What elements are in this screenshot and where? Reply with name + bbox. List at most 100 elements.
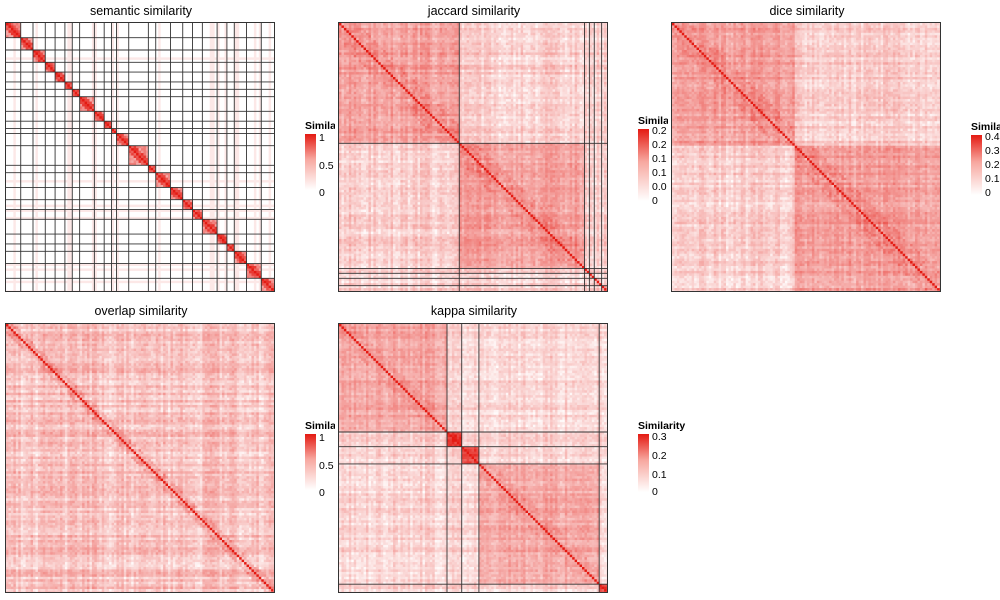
heatmap-cell: [256, 114, 259, 117]
heatmap-cell: [85, 102, 88, 105]
heatmap-cell: [207, 65, 210, 68]
heatmap-cell: [89, 30, 92, 33]
heatmap-cell: [205, 106, 208, 109]
heatmap-cell: [136, 40, 139, 43]
heatmap-cell: [251, 45, 254, 48]
heatmap-cell: [131, 116, 134, 119]
heatmap-cell: [23, 25, 26, 28]
heatmap-cell: [26, 114, 29, 117]
heatmap-cell: [178, 33, 181, 36]
heatmap-cell: [161, 25, 164, 28]
heatmap-cell: [264, 99, 267, 102]
heatmap-cell: [207, 28, 210, 31]
heatmap-cell: [136, 43, 139, 46]
heatmap-cell: [151, 124, 154, 127]
heatmap-cell: [264, 45, 267, 48]
heatmap-cell: [207, 92, 210, 95]
heatmap-cell: [188, 45, 191, 48]
heatmap-cell: [242, 33, 245, 36]
heatmap-cell: [264, 84, 267, 87]
heatmap-cell: [271, 30, 274, 33]
heatmap-cell: [97, 57, 100, 60]
semantic-similarity-heatmap: [5, 22, 275, 292]
heatmap-cell: [131, 65, 134, 68]
heatmap-cell: [269, 104, 272, 107]
heatmap-cell: [161, 124, 164, 127]
heatmap-cell: [195, 25, 198, 28]
heatmap-cell: [97, 104, 100, 107]
heatmap-cell: [254, 33, 257, 36]
heatmap-cell: [28, 106, 31, 109]
heatmap-cell: [188, 75, 191, 78]
heatmap-cell: [40, 75, 43, 78]
heatmap-cell: [38, 84, 41, 87]
heatmap-cell: [229, 23, 232, 26]
heatmap-cell: [11, 114, 14, 117]
heatmap-cell: [23, 99, 26, 102]
heatmap-cell: [124, 65, 127, 68]
heatmap-cell: [251, 104, 254, 107]
heatmap-cell: [212, 104, 215, 107]
heatmap-cell: [212, 84, 215, 87]
heatmap-cell: [40, 124, 43, 127]
heatmap-cell: [195, 55, 198, 58]
heatmap-cell: [35, 33, 38, 36]
heatmap-cell: [139, 28, 142, 31]
heatmap-cell: [16, 99, 19, 102]
heatmap-cell: [50, 102, 53, 105]
heatmap-cell: [48, 25, 51, 28]
heatmap-cell: [87, 43, 90, 46]
heatmap-cell: [220, 99, 223, 102]
heatmap-cell: [158, 99, 161, 102]
heatmap-cell: [40, 33, 43, 36]
heatmap-cell: [173, 30, 176, 33]
heatmap-cell: [67, 116, 70, 119]
heatmap-cell: [35, 84, 38, 87]
heatmap-cell: [48, 104, 51, 107]
heatmap-cell: [87, 99, 90, 102]
heatmap-cell: [48, 92, 51, 95]
heatmap-cell: [269, 102, 272, 105]
heatmap-cell: [239, 106, 242, 109]
heatmap-cell: [99, 52, 102, 55]
heatmap-cell: [256, 77, 259, 80]
heatmap-cell: [237, 99, 240, 102]
heatmap-cell: [48, 102, 51, 105]
heatmap-cell: [131, 84, 134, 87]
heatmap-cell: [136, 65, 139, 68]
heatmap-cell: [134, 23, 137, 26]
heatmap-cell: [210, 77, 213, 80]
heatmap-cell: [26, 116, 29, 119]
heatmap-cell: [212, 65, 215, 68]
heatmap-cell: [48, 55, 51, 58]
heatmap-cell: [271, 106, 274, 109]
heatmap-cell: [185, 77, 188, 80]
heatmap-cell: [185, 102, 188, 105]
heatmap-cell: [75, 57, 78, 60]
heatmap-cell: [38, 25, 41, 28]
heatmap-cell: [229, 28, 232, 31]
heatmap-cell: [50, 75, 53, 78]
heatmap-cell: [256, 99, 259, 102]
heatmap-cell: [89, 25, 92, 28]
heatmap-cell: [87, 45, 90, 48]
heatmap-cell: [85, 65, 88, 68]
heatmap-cell: [119, 55, 122, 58]
heatmap-cell: [274, 99, 275, 102]
heatmap-cell: [188, 57, 191, 60]
heatmap-cell: [60, 45, 63, 48]
heatmap-cell: [11, 102, 14, 105]
heatmap-cell: [75, 102, 78, 105]
heatmap-cell: [35, 67, 38, 70]
heatmap-cell: [151, 52, 154, 55]
heatmap-cell: [271, 114, 274, 117]
heatmap-cell: [185, 114, 188, 117]
heatmap-cell: [85, 92, 88, 95]
heatmap-cell: [23, 114, 26, 117]
heatmap-cell: [67, 84, 70, 87]
heatmap-cell: [158, 75, 161, 78]
heatmap-cell: [85, 45, 88, 48]
heatmap-cell: [254, 124, 257, 127]
heatmap-cell: [8, 75, 11, 78]
heatmap-cell: [13, 67, 16, 70]
